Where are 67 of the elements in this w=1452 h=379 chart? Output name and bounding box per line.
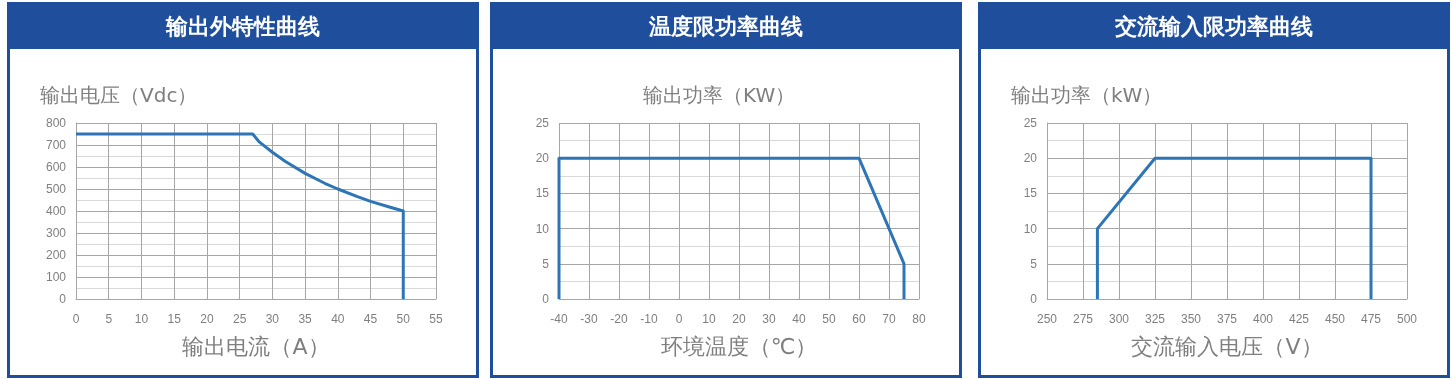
x-tick-label: 20	[732, 312, 746, 326]
chart-title: 输出外特性曲线	[10, 5, 476, 49]
x-tick-label: 375	[1216, 312, 1238, 326]
x-tick-label: 40	[792, 312, 806, 326]
y-tick-label: 400	[45, 204, 67, 218]
x-tick-label: -40	[550, 312, 568, 326]
y-tick-label: 500	[45, 182, 67, 196]
y-tick-label: 15	[535, 186, 550, 201]
x-tick-label: 5	[105, 312, 113, 326]
y-tick-label: 0	[1030, 292, 1038, 306]
y-tick-label: 0	[542, 292, 550, 306]
y-axis-title: 输出功率（KW）	[643, 83, 796, 107]
x-tick-label: 50	[822, 312, 836, 326]
x-tick-label: 40	[331, 312, 345, 326]
x-tick-label: -20	[610, 312, 628, 326]
x-axis-title: 交流输入电压（V）	[1131, 333, 1323, 359]
x-tick-label: -10	[640, 312, 658, 326]
x-tick-label: -30	[580, 312, 598, 326]
x-tick-label: 350	[1180, 312, 1202, 326]
y-tick-label: 200	[45, 248, 67, 262]
x-tick-label: 425	[1288, 312, 1310, 326]
x-tick-label: 275	[1072, 312, 1094, 326]
x-tick-label: 325	[1144, 312, 1166, 326]
y-tick-label: 5	[1030, 256, 1038, 271]
y-tick-label: 600	[45, 160, 67, 174]
x-tick-label: 500	[1396, 312, 1418, 326]
y-tick-label: 15	[1023, 186, 1038, 201]
y-tick-label: 20	[535, 151, 550, 166]
x-tick-label: 475	[1360, 312, 1382, 326]
chart-title: 温度限功率曲线	[493, 5, 959, 49]
x-tick-label: 400	[1252, 312, 1274, 326]
x-tick-label: 10	[702, 312, 716, 326]
x-tick-label: 35	[298, 312, 313, 326]
line-series	[74, 132, 405, 301]
x-tick-label: 25	[232, 312, 247, 326]
x-tick-label: 55	[429, 312, 443, 326]
y-tick-label: 10	[535, 221, 550, 236]
y-tick-label: 0	[59, 292, 67, 306]
y-tick-label: 25	[1023, 116, 1038, 130]
x-tick-label: 60	[852, 312, 866, 326]
x-tick-label: 80	[912, 312, 926, 326]
x-tick-label: 15	[167, 312, 182, 326]
y-tick-label: 5	[542, 256, 550, 271]
x-tick-label: 30	[762, 312, 776, 326]
y-tick-label: 100	[45, 270, 67, 284]
x-tick-label: 20	[200, 312, 214, 326]
y-tick-label: 300	[45, 226, 67, 240]
y-tick-label: 700	[45, 138, 67, 152]
x-tick-label: 45	[363, 312, 378, 326]
x-tick-label: 450	[1324, 312, 1346, 326]
chart-title: 交流输入限功率曲线	[981, 5, 1447, 49]
x-tick-label: 250	[1036, 312, 1058, 326]
y-tick-label: 25	[535, 116, 550, 130]
x-tick-label: 70	[882, 312, 896, 326]
y-tick-label: 20	[1023, 151, 1038, 166]
y-axis-title: 输出电压（Vdc）	[40, 83, 198, 107]
x-tick-label: 300	[1108, 312, 1130, 326]
x-tick-label: 10	[134, 312, 149, 326]
y-axis-title: 输出功率（kW）	[1011, 83, 1163, 107]
x-tick-label: 30	[265, 312, 280, 326]
x-tick-label: 0	[675, 312, 683, 326]
y-tick-label: 800	[45, 116, 67, 130]
y-tick-label: 10	[1023, 221, 1038, 236]
x-tick-label: 50	[396, 312, 411, 326]
x-tick-label: 0	[72, 312, 80, 326]
x-axis-title: 输出电流（A）	[182, 333, 330, 359]
x-axis-title: 环境温度（℃）	[660, 333, 818, 359]
